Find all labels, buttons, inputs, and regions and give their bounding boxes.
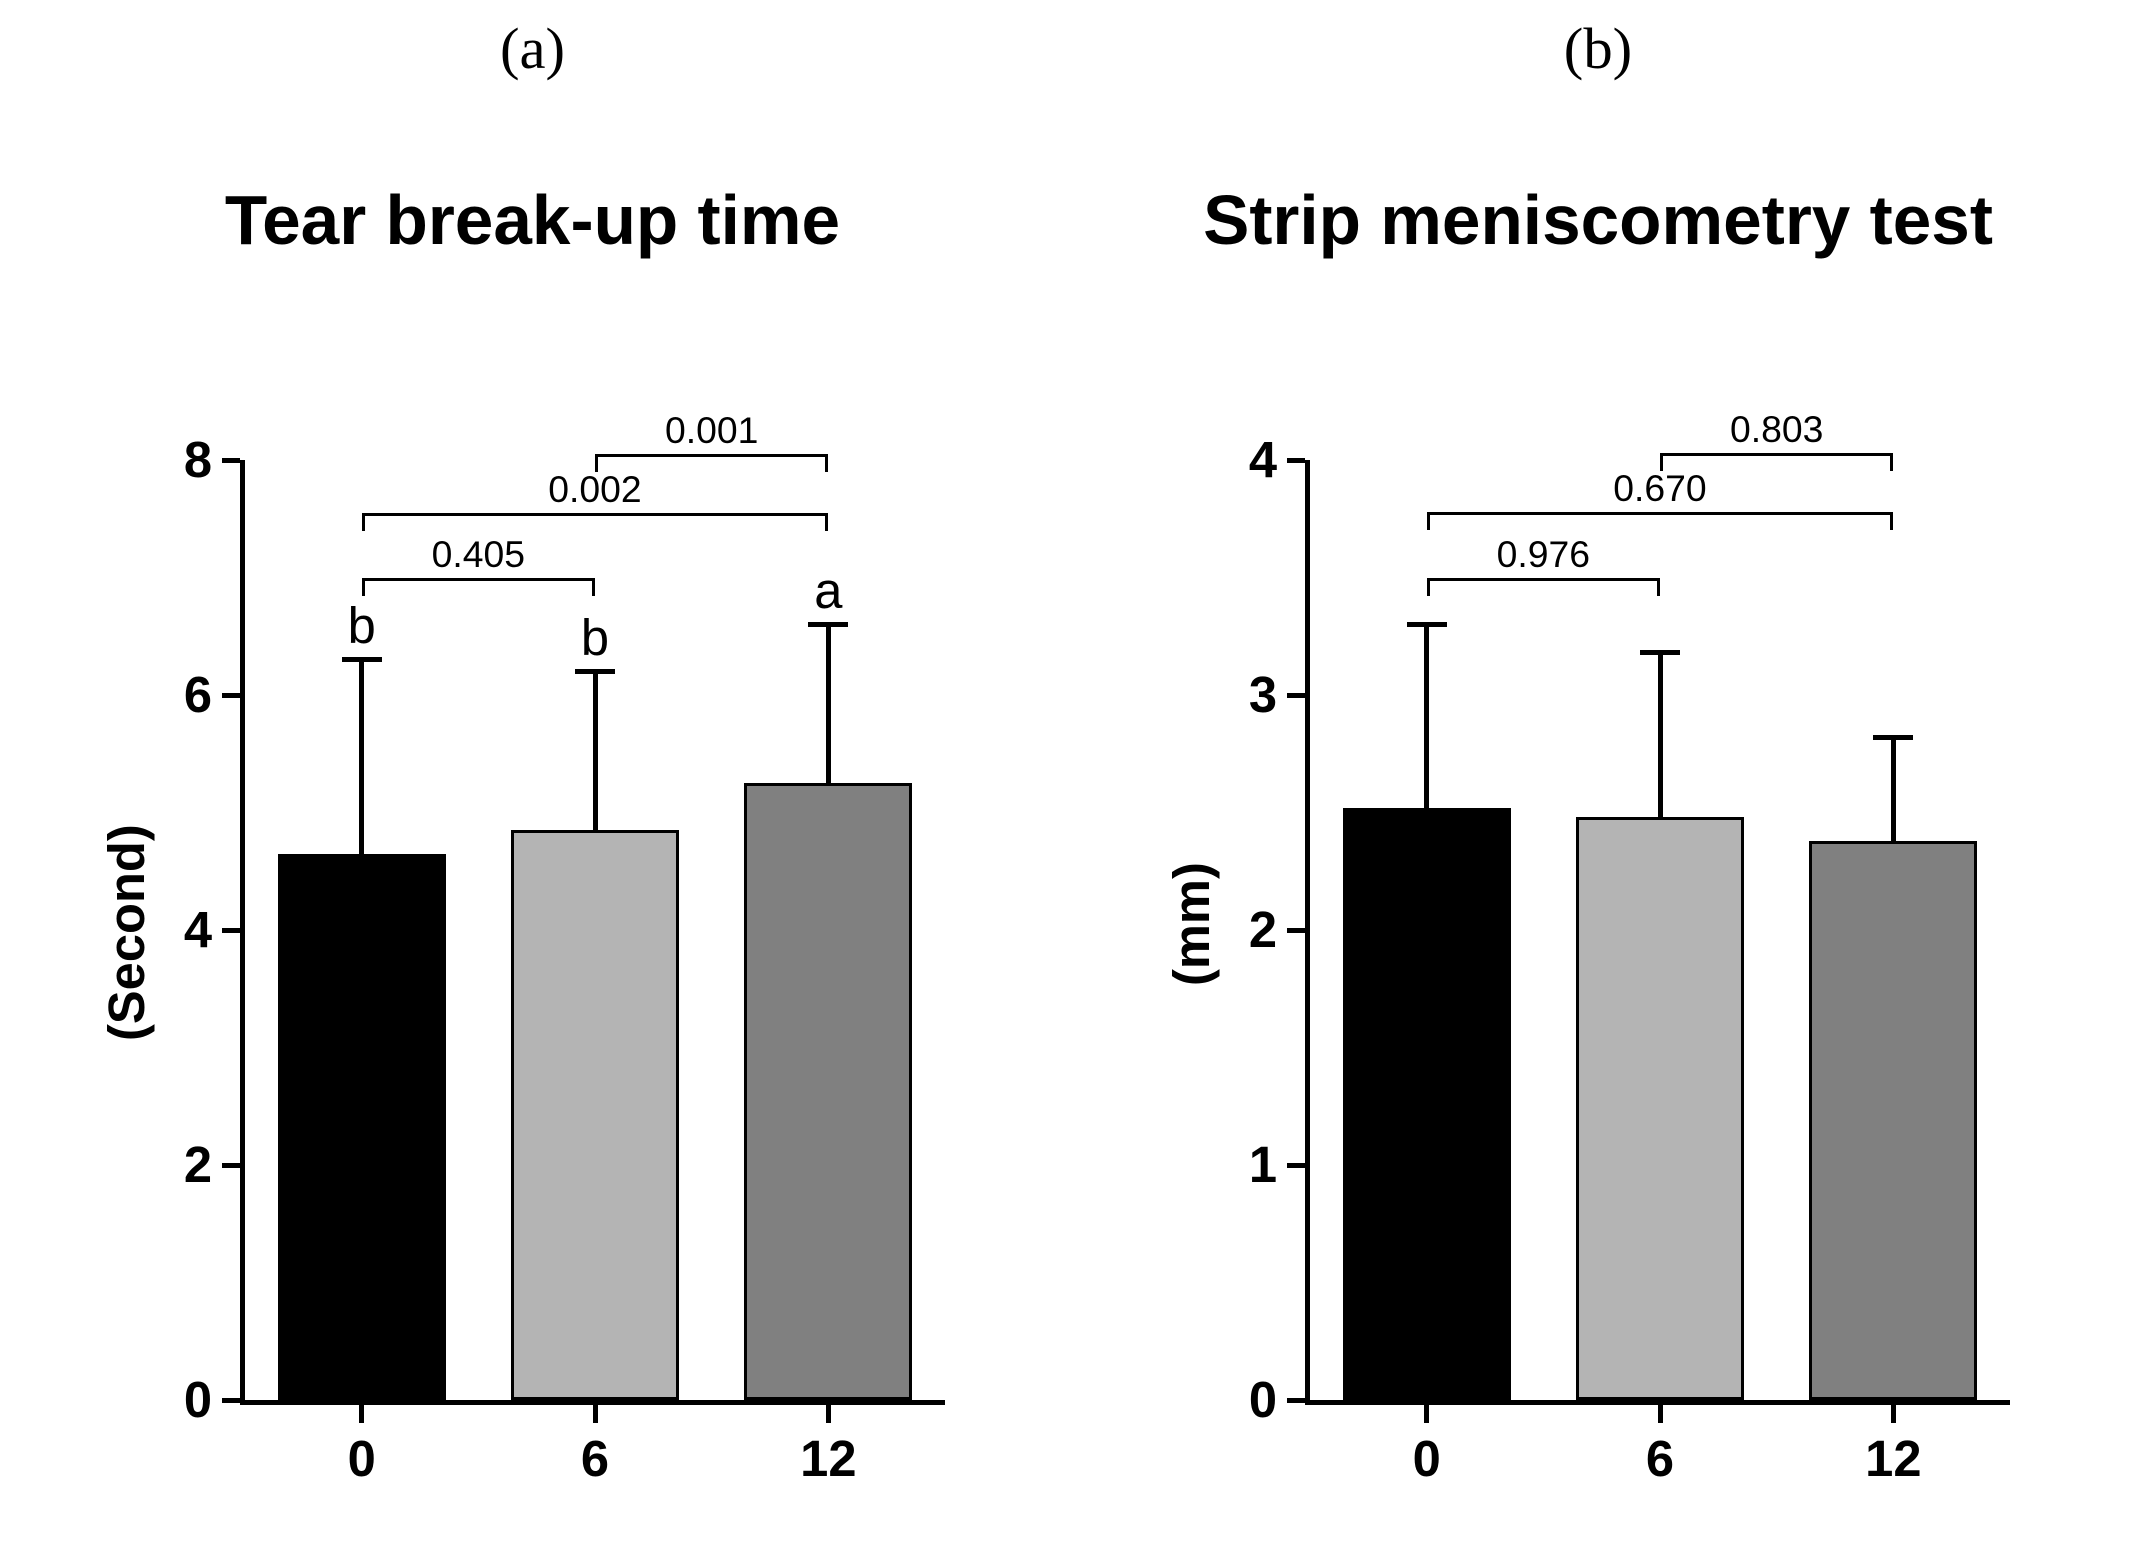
bracket-end xyxy=(1427,578,1430,596)
y-tick-label: 0 xyxy=(152,1370,212,1429)
y-tick-label: 0 xyxy=(1217,1370,1277,1429)
bar xyxy=(511,830,679,1400)
x-tick-label: 6 xyxy=(1600,1429,1720,1488)
y-tick xyxy=(1287,928,1305,933)
bar xyxy=(744,783,912,1400)
bracket-end xyxy=(595,454,598,472)
y-axis-title: (mm) xyxy=(1162,862,1221,986)
plot-area: 02468(Second)0612bba0.4050.0020.001 xyxy=(245,460,945,1400)
bracket-end xyxy=(1427,512,1430,530)
bracket-end xyxy=(1890,512,1893,530)
bracket-horizontal xyxy=(595,454,828,457)
chart-title: Tear break-up time xyxy=(0,180,1065,260)
bracket-end xyxy=(1890,453,1893,471)
errorbar-line xyxy=(1658,653,1663,818)
bracket-end xyxy=(362,513,365,531)
bracket-end xyxy=(825,513,828,531)
x-tick-label: 0 xyxy=(1367,1429,1487,1488)
y-tick xyxy=(1287,458,1305,463)
significance-letter: b xyxy=(555,608,635,667)
x-tick xyxy=(359,1405,364,1423)
bracket-end xyxy=(592,578,595,596)
panel-letter: (b) xyxy=(1065,15,2131,82)
y-tick-label: 4 xyxy=(152,900,212,959)
bar xyxy=(1576,817,1744,1400)
errorbar-line xyxy=(359,660,364,854)
x-tick-label: 0 xyxy=(302,1429,422,1488)
y-tick-label: 2 xyxy=(1217,900,1277,959)
errorbar-cap xyxy=(1640,650,1680,655)
y-tick-label: 3 xyxy=(1217,665,1277,724)
y-tick-label: 6 xyxy=(152,665,212,724)
panel-letter: (a) xyxy=(0,15,1065,82)
errorbar-cap xyxy=(1873,735,1913,740)
y-axis-title: (Second) xyxy=(97,825,156,1042)
bracket-end xyxy=(1657,578,1660,596)
panel-b: (b)Strip meniscometry test01234(mm)06120… xyxy=(1065,0,2131,1564)
errorbar-line xyxy=(593,672,598,831)
y-tick xyxy=(222,458,240,463)
figure-root: (a)Tear break-up time02468(Second)0612bb… xyxy=(0,0,2131,1564)
bracket-label: 0.405 xyxy=(378,533,578,576)
bracket-horizontal xyxy=(362,578,595,581)
errorbar-line xyxy=(1424,625,1429,808)
y-tick xyxy=(1287,1163,1305,1168)
x-tick xyxy=(1424,1405,1429,1423)
bracket-label: 0.976 xyxy=(1443,533,1643,576)
errorbar-line xyxy=(1891,737,1896,840)
significance-letter: b xyxy=(322,596,402,655)
y-tick xyxy=(1287,693,1305,698)
bracket-horizontal xyxy=(1427,578,1660,581)
x-tick xyxy=(1658,1405,1663,1423)
y-tick-label: 1 xyxy=(1217,1135,1277,1194)
y-tick xyxy=(222,928,240,933)
y-tick xyxy=(222,1163,240,1168)
bar xyxy=(278,854,446,1400)
panel-a: (a) Tear break-up time 0 2 4 6 8 (Second) 0 6 12 b b… xyxy=(0,0,1065,1564)
bracket-horizontal xyxy=(1427,512,1894,515)
bracket-horizontal xyxy=(1660,453,1893,456)
y-tick xyxy=(222,1398,240,1403)
errorbar-cap xyxy=(808,622,848,627)
x-tick xyxy=(593,1405,598,1423)
bracket-label: 0.002 xyxy=(495,468,695,511)
x-tick xyxy=(1891,1405,1896,1423)
y-axis-line xyxy=(1305,460,1310,1400)
y-axis-line xyxy=(240,460,245,1400)
bracket-label: 0.670 xyxy=(1560,467,1760,510)
bracket-label: 0.803 xyxy=(1677,408,1877,451)
errorbar-cap xyxy=(342,657,382,662)
errorbar-cap xyxy=(1407,622,1447,627)
bar xyxy=(1343,808,1511,1400)
x-tick-label: 6 xyxy=(535,1429,655,1488)
errorbar-line xyxy=(826,625,831,784)
bracket-label: 0.001 xyxy=(612,409,812,452)
y-tick-label: 2 xyxy=(152,1135,212,1194)
y-tick xyxy=(1287,1398,1305,1403)
x-tick xyxy=(826,1405,831,1423)
bar xyxy=(1809,841,1977,1400)
plot-area: 01234(mm)06120.9760.6700.803 xyxy=(1310,460,2010,1400)
errorbar-cap xyxy=(575,669,615,674)
bracket-end xyxy=(1660,453,1663,471)
chart-title: Strip meniscometry test xyxy=(1065,180,2131,260)
bracket-end xyxy=(825,454,828,472)
y-tick-label: 4 xyxy=(1217,430,1277,489)
x-tick-label: 12 xyxy=(768,1429,888,1488)
bracket-end xyxy=(362,578,365,596)
significance-letter: a xyxy=(788,561,868,620)
bracket-horizontal xyxy=(362,513,829,516)
y-tick-label: 8 xyxy=(152,430,212,489)
x-tick-label: 12 xyxy=(1833,1429,1953,1488)
y-tick xyxy=(222,693,240,698)
